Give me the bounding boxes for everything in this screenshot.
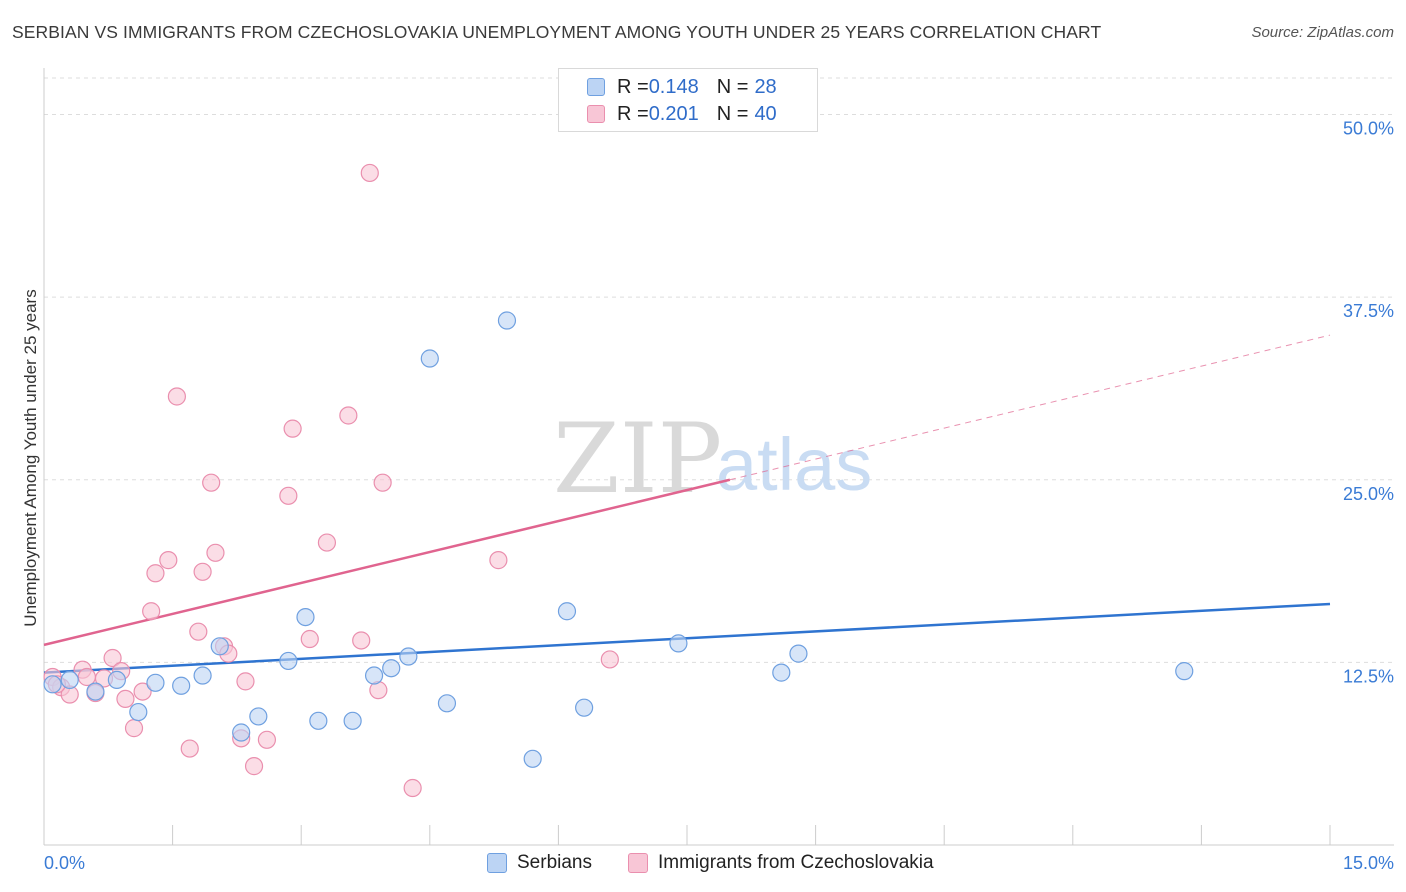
serbians-point (210, 637, 229, 656)
serbians-point (129, 702, 148, 722)
serbians-point (575, 698, 594, 717)
trend-lines (43, 334, 1331, 674)
czech-point (279, 486, 298, 505)
czech-point (116, 689, 135, 709)
serbians-point (382, 659, 401, 678)
czech-point (142, 602, 161, 621)
serbians-point (296, 607, 315, 627)
y-tick-label: 12.5% (1343, 666, 1394, 686)
serbians-point (146, 673, 165, 692)
czech-point (257, 730, 277, 749)
serbians-point (420, 349, 439, 368)
series-legend: Serbians Immigrants from Czechoslovakia (0, 852, 1406, 878)
r-label: R = (617, 75, 649, 98)
czech-point (124, 719, 144, 738)
legend-label-czech: Immigrants from Czechoslovakia (658, 852, 934, 873)
legend-item-czech: Immigrants from Czechoslovakia (628, 852, 934, 874)
serbians-point (60, 670, 79, 690)
serbians-point (772, 663, 791, 682)
serbians-point (557, 602, 577, 621)
czech-point (167, 387, 186, 406)
y-tick-label: 25.0% (1343, 484, 1394, 504)
n-label: N = (716, 75, 749, 98)
czech-point (317, 533, 337, 552)
czech-point (373, 473, 392, 492)
serbians-point (193, 666, 212, 685)
serbians-point (523, 749, 542, 768)
serbians-point (249, 707, 268, 726)
x-tick-label-max: 15.0% (1343, 853, 1394, 873)
serbians-legend-swatch (487, 853, 507, 873)
n-label: N = (716, 102, 749, 125)
r-value: 0.201 (648, 102, 699, 125)
czech-point (206, 543, 225, 562)
czech-point (283, 419, 302, 438)
czech-point (244, 757, 264, 776)
czech-point (360, 163, 379, 183)
serbians-point (497, 311, 517, 330)
czech-point (180, 739, 199, 758)
chart-title: SERBIAN VS IMMIGRANTS FROM CZECHOSLOVAKI… (12, 22, 1102, 42)
source-label: Source: ZipAtlas.com (1251, 24, 1394, 41)
serbians-point (343, 711, 362, 730)
serbians-point (437, 694, 457, 713)
serbians-point (309, 711, 328, 730)
czech-point (489, 551, 508, 570)
czech-point (103, 648, 122, 668)
n-value: 40 (754, 102, 777, 125)
serbians-swatch (587, 78, 605, 96)
czech-point (193, 562, 212, 581)
serbians-point (172, 676, 191, 695)
czech-point (600, 650, 619, 669)
czech-point (133, 682, 152, 701)
n-value: 28 (754, 75, 777, 98)
czech-point (146, 564, 165, 583)
legend-label-serbians: Serbians (517, 852, 592, 873)
y-tick-label: 50.0% (1343, 119, 1394, 139)
serbians-point (789, 644, 808, 663)
axes: 12.5% 25.0% 37.5% 50.0% (43, 68, 1394, 846)
serbians-point (107, 670, 126, 690)
serbians-point (86, 682, 105, 701)
czech-trend-line (43, 478, 731, 647)
serbians-trend-line (43, 602, 1331, 674)
watermark-zip: ZIP (553, 403, 722, 515)
serbians-point (279, 651, 298, 671)
data-points (43, 163, 1194, 798)
czech-point (202, 473, 221, 492)
serbians-point (43, 675, 62, 694)
r-value: 0.148 (648, 75, 699, 98)
czech-point (159, 551, 178, 570)
czech-point (189, 622, 208, 641)
serbians-point (1175, 662, 1194, 681)
x-tick-label-min: 0.0% (44, 853, 85, 873)
y-axis-label: Unemployment Among Youth under 25 years (21, 289, 40, 626)
czech-point (352, 631, 371, 650)
correlation-legend: R = 0.148 N = 28 R = 0.201 N = 40 (558, 68, 818, 132)
czech-trend-extension (729, 334, 1331, 481)
serbians-point (364, 666, 384, 685)
czech-legend-swatch (628, 853, 648, 873)
gridlines (44, 77, 1394, 663)
legend-row-serbians: R = 0.148 N = 28 (587, 74, 777, 100)
r-label: R = (617, 102, 649, 125)
czech-point (300, 629, 319, 649)
serbians-point (232, 723, 251, 742)
czech-point (236, 672, 255, 691)
legend-item-serbians: Serbians (487, 852, 592, 874)
legend-row-czech: R = 0.201 N = 40 (587, 101, 777, 127)
serbians-point (669, 634, 688, 653)
y-tick-label: 37.5% (1343, 301, 1394, 321)
czech-swatch (587, 105, 605, 123)
czech-point (403, 778, 422, 798)
czech-point (339, 406, 358, 425)
serbians-point (399, 647, 418, 666)
